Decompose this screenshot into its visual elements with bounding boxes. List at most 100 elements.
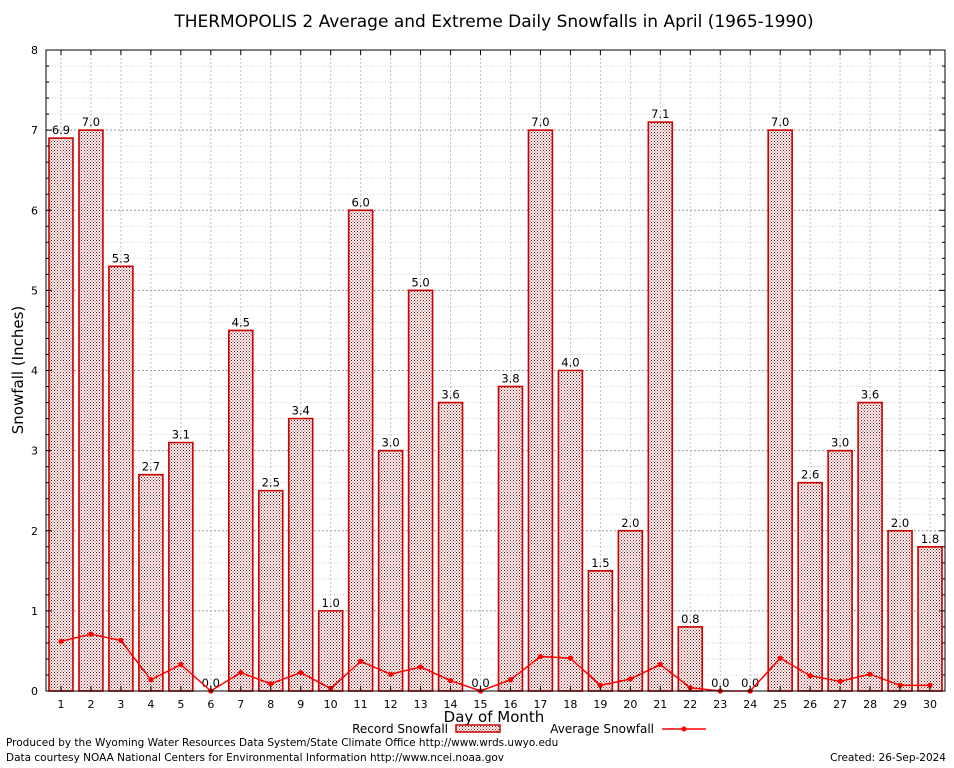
bar-value-label: 7.1 xyxy=(651,107,669,121)
y-tick-label: 8 xyxy=(31,44,38,57)
record-bar xyxy=(797,481,823,692)
average-point xyxy=(268,681,274,687)
average-point xyxy=(657,661,663,668)
bar-value-label: 1.8 xyxy=(921,532,939,546)
average-point xyxy=(417,664,424,670)
x-tick-label: 14 xyxy=(444,698,458,711)
bar-value-label: 6.9 xyxy=(52,123,70,137)
bar-value-label: 2.0 xyxy=(621,516,639,530)
record-bar xyxy=(78,129,104,692)
legend-record-label: Record Snowfall xyxy=(352,722,448,736)
bar-value-label: 2.7 xyxy=(142,460,160,474)
average-line-path xyxy=(60,633,931,692)
record-bar xyxy=(647,121,674,692)
record-bar xyxy=(827,449,853,692)
bar-value-label: 0.0 xyxy=(471,676,489,690)
record-bar xyxy=(497,385,524,692)
x-tick-label: 20 xyxy=(623,698,637,711)
record-bar xyxy=(437,401,464,692)
bar-value-label: 4.0 xyxy=(561,356,579,370)
average-point xyxy=(567,655,574,661)
y-tick-label: 6 xyxy=(31,204,38,217)
record-bar xyxy=(317,610,344,692)
bar-value-labels: 6.9 7.0 5.3 2.7 3.1 0.0 4.5 2.5 3.4 1.0 6.0 3.0 5.0 3… xyxy=(52,107,939,690)
bar-value-label: 7.0 xyxy=(531,115,549,129)
average-point xyxy=(597,682,603,688)
x-tick-label: 8 xyxy=(267,698,274,711)
average-point xyxy=(358,658,364,664)
record-bar xyxy=(917,545,943,692)
x-tick-label: 16 xyxy=(503,698,517,711)
average-point xyxy=(867,671,873,677)
bar-value-label: 0.0 xyxy=(711,676,729,690)
x-tick-label: 2 xyxy=(87,698,94,711)
average-point xyxy=(837,678,843,684)
bar-value-label: 5.0 xyxy=(411,275,429,289)
record-bar xyxy=(168,441,194,692)
x-tick-label: 21 xyxy=(653,698,667,711)
y-tick-label: 2 xyxy=(31,525,38,538)
average-point xyxy=(507,677,514,683)
x-tick-label: 6 xyxy=(207,698,214,711)
bar-value-label: 3.4 xyxy=(292,404,310,418)
x-tick-label: 11 xyxy=(354,698,368,711)
x-tick-label: 12 xyxy=(384,698,398,711)
x-tick-label: 10 xyxy=(324,698,338,711)
x-tick-label: 13 xyxy=(414,698,428,711)
bar-value-label: 3.0 xyxy=(831,436,849,450)
average-point xyxy=(118,637,124,644)
x-tick-label: 26 xyxy=(803,698,817,711)
legend-record-swatch xyxy=(455,724,501,733)
x-tick-label: 28 xyxy=(863,698,877,711)
x-tick-label: 23 xyxy=(713,698,727,711)
legend-average-marker xyxy=(681,726,687,732)
y-tick-label: 4 xyxy=(31,365,38,378)
bar-value-label: 6.0 xyxy=(352,195,370,209)
record-bar xyxy=(377,449,404,692)
bar-value-label: 7.0 xyxy=(771,115,789,129)
x-axis-label: Day of Month xyxy=(444,708,545,726)
x-tick-label: 25 xyxy=(773,698,787,711)
average-point xyxy=(298,669,304,676)
x-tick-label: 30 xyxy=(923,698,937,711)
x-tick-label: 22 xyxy=(683,698,697,711)
record-bar xyxy=(557,369,584,692)
average-point xyxy=(777,655,783,661)
x-tick-label: 29 xyxy=(893,698,907,711)
record-bar xyxy=(287,417,314,692)
average-point xyxy=(58,638,64,644)
bar-value-label: 1.0 xyxy=(322,596,340,610)
x-tick-label: 17 xyxy=(533,698,547,711)
record-snowfall-bars xyxy=(48,121,943,692)
record-bar xyxy=(617,529,644,692)
y-tick-label: 0 xyxy=(31,685,38,698)
chart-title: THERMOPOLIS 2 Average and Extreme Daily … xyxy=(173,12,813,32)
record-bar xyxy=(108,265,134,692)
bar-value-label: 3.6 xyxy=(861,388,879,402)
bar-value-label: 4.5 xyxy=(232,315,250,329)
x-tick-label: 19 xyxy=(593,698,607,711)
record-bar xyxy=(857,401,883,692)
average-point xyxy=(388,671,394,677)
x-tick-label: 15 xyxy=(474,698,488,711)
record-bar xyxy=(257,489,284,692)
record-bar xyxy=(887,529,913,692)
x-tick-label: 3 xyxy=(117,698,124,711)
record-bar xyxy=(587,570,614,692)
x-tick-label: 4 xyxy=(147,698,154,711)
record-bar xyxy=(227,329,254,692)
bar-value-label: 3.6 xyxy=(441,388,459,402)
legend: Record Snowfall Average Snowfall xyxy=(352,722,706,736)
y-tick-label: 1 xyxy=(31,605,38,618)
bar-value-label: 2.6 xyxy=(801,468,819,482)
average-point xyxy=(238,669,244,676)
record-bar xyxy=(347,209,374,692)
average-point xyxy=(807,673,813,679)
bar-value-label: 3.1 xyxy=(172,428,190,442)
bar-value-label: 5.3 xyxy=(112,251,130,265)
record-bar xyxy=(527,129,554,692)
axes xyxy=(45,49,946,692)
x-tick-label: 24 xyxy=(743,698,757,711)
